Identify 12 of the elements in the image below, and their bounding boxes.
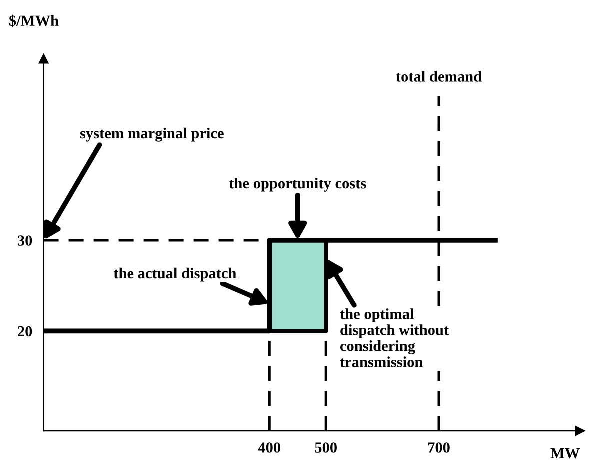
y-axis-title: $/MWh (9, 14, 59, 28)
annotation: the actual dispatch (114, 268, 237, 282)
x-tick-label: 500 (315, 442, 337, 453)
y-tick-label: 20 (18, 326, 32, 337)
x-tick-label: 700 (428, 442, 450, 453)
x-tick-label: 400 (258, 442, 281, 453)
ref-line-label: total demand (396, 71, 482, 82)
annotation: the optimal dispatch without considering transmission (340, 308, 450, 368)
y-tick-label: 30 (18, 236, 32, 246)
x-axis-title: MW (550, 448, 580, 459)
annotation: the opportunity costs (229, 178, 366, 192)
annotation: system marginal price (80, 128, 224, 142)
